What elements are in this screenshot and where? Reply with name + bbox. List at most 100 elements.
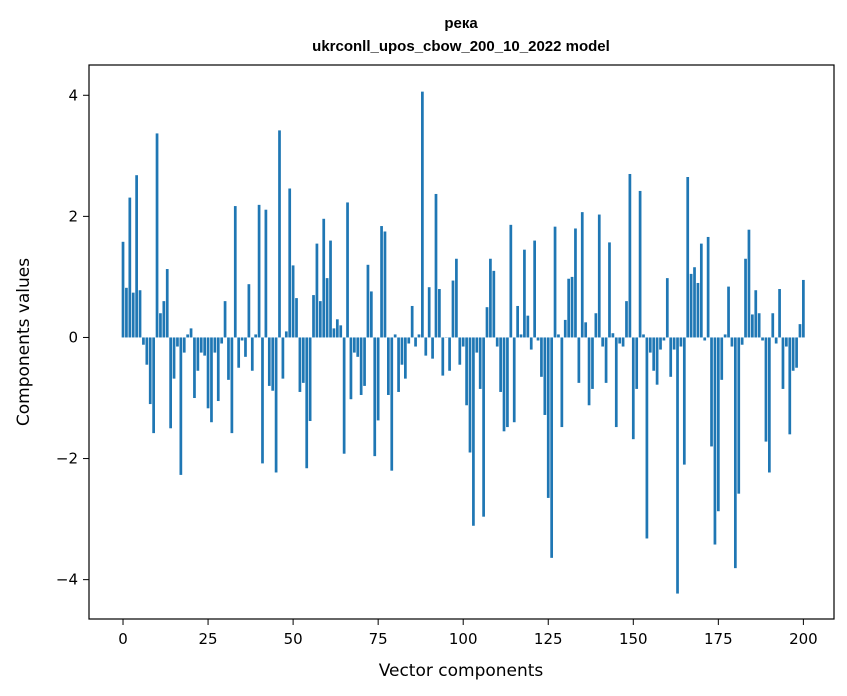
bar: [458, 337, 462, 365]
bar: [131, 292, 135, 338]
bar: [165, 269, 169, 338]
x-tick-label: 125: [534, 630, 563, 648]
x-tick-label: 0: [118, 630, 128, 648]
bar: [281, 337, 285, 379]
bar: [740, 337, 744, 345]
bar: [652, 337, 656, 371]
bar: [540, 337, 543, 377]
bar: [172, 337, 176, 379]
bar: [383, 231, 387, 338]
bar: [659, 337, 662, 350]
bar: [267, 337, 271, 386]
bar: [366, 264, 370, 338]
bar: [621, 337, 625, 347]
bar: [427, 287, 431, 338]
bar: [472, 337, 475, 526]
bar: [478, 337, 482, 389]
bar: [788, 337, 792, 435]
bar: [210, 337, 213, 423]
y-tick-label: 2: [68, 207, 78, 225]
bar: [318, 301, 322, 338]
bar: [526, 315, 530, 338]
bar: [220, 337, 224, 344]
bar: [162, 301, 166, 338]
bar: [438, 289, 441, 338]
bar: [543, 337, 547, 415]
bar: [159, 313, 162, 338]
bar: [502, 337, 506, 432]
bar: [676, 337, 679, 594]
bar: [771, 313, 775, 338]
bar: [244, 337, 247, 357]
bar: [706, 236, 710, 338]
bar: [495, 337, 499, 347]
bar: [448, 337, 451, 371]
bar: [455, 258, 458, 338]
bar: [751, 314, 754, 338]
bar: [301, 337, 305, 383]
y-tick-label: −4: [56, 571, 78, 589]
bar: [216, 337, 220, 402]
bar: [359, 337, 363, 395]
bar: [380, 226, 383, 338]
bar: [424, 337, 428, 356]
x-tick-label: 175: [704, 630, 733, 648]
bar: [332, 328, 336, 338]
bar: [635, 337, 639, 389]
bar: [322, 218, 326, 338]
bar: [465, 337, 468, 406]
chart-title-line2: ukrconll_upos_cbow_200_10_2022 model: [312, 38, 610, 55]
x-axis: 0 25 50 75 100 125 150 175 200: [118, 619, 818, 648]
bar: [648, 337, 652, 353]
x-tick-label: 25: [199, 630, 218, 648]
bar: [206, 337, 210, 409]
bar: [713, 337, 717, 545]
bar: [727, 286, 730, 338]
bar: [390, 337, 394, 471]
bar: [284, 331, 288, 338]
bar: [227, 337, 230, 380]
bar: [145, 337, 149, 365]
bar: [417, 334, 421, 338]
bar: [298, 337, 302, 392]
bar: [720, 337, 724, 380]
bar: [611, 333, 615, 338]
bar: [655, 337, 659, 385]
bar: [509, 224, 513, 338]
bar: [506, 337, 509, 428]
bar: [271, 337, 275, 391]
bar: [669, 337, 673, 377]
bar: [213, 337, 217, 353]
bar: [710, 337, 713, 447]
bar: [155, 133, 159, 338]
bar: [179, 337, 183, 475]
bar: [614, 337, 618, 428]
bar: [223, 301, 227, 338]
bar: [689, 273, 693, 338]
bar: [414, 337, 417, 347]
bar: [642, 334, 645, 338]
bar: [142, 337, 145, 345]
bar: [315, 243, 319, 338]
bar: [468, 337, 472, 453]
bar: [335, 319, 339, 338]
bar: [761, 337, 764, 341]
bar: [747, 229, 751, 338]
bar: [601, 337, 605, 347]
bar: [407, 337, 411, 344]
bar: [682, 337, 686, 465]
bar: [744, 258, 747, 338]
bar: [533, 240, 536, 338]
bar: [638, 190, 642, 338]
bar: [125, 287, 128, 338]
x-tick-label: 50: [284, 630, 303, 648]
bar: [778, 289, 781, 338]
bar: [774, 337, 778, 344]
bar: [546, 337, 550, 498]
bar: [597, 214, 601, 338]
y-axis: −4 −2 0 2 4: [56, 86, 89, 589]
bar: [577, 337, 581, 383]
bar: [584, 322, 588, 338]
bar: [254, 334, 258, 338]
bar: [356, 337, 360, 357]
